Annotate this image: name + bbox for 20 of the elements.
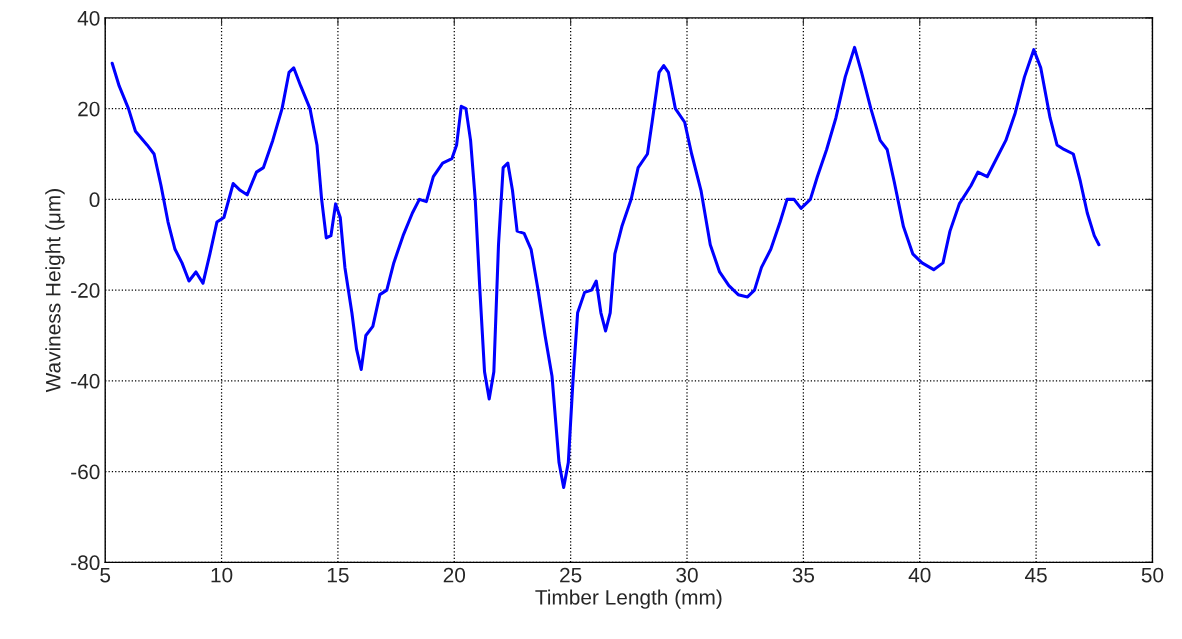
- x-tick-label: 35: [792, 567, 815, 583]
- y-tick-label: 40: [77, 10, 100, 26]
- y-tick-label: -20: [71, 283, 100, 298]
- y-tick-label: -80: [71, 555, 100, 571]
- x-tick-label: 45: [1024, 567, 1047, 583]
- x-tick-label: 50: [1141, 567, 1164, 583]
- y-tick-label: 20: [78, 101, 100, 117]
- x-tick-label: 15: [327, 567, 349, 583]
- y-tick-label: -40: [71, 373, 100, 389]
- line-series: [110, 45, 1101, 489]
- x-tick-label: 25: [560, 567, 582, 583]
- x-tick-label: 30: [676, 567, 698, 583]
- y-tick-label: 0: [89, 192, 100, 208]
- x-tick-label: 5: [100, 567, 111, 583]
- x-tick-label: 40: [908, 567, 931, 583]
- y-axis-title: Waviness Height (μm): [45, 189, 65, 393]
- x-tick-label: 20: [443, 567, 466, 583]
- y-tick-label: -60: [71, 464, 100, 480]
- x-axis-title: Timber Length (mm): [535, 589, 722, 609]
- x-tick-label: 10: [211, 567, 233, 583]
